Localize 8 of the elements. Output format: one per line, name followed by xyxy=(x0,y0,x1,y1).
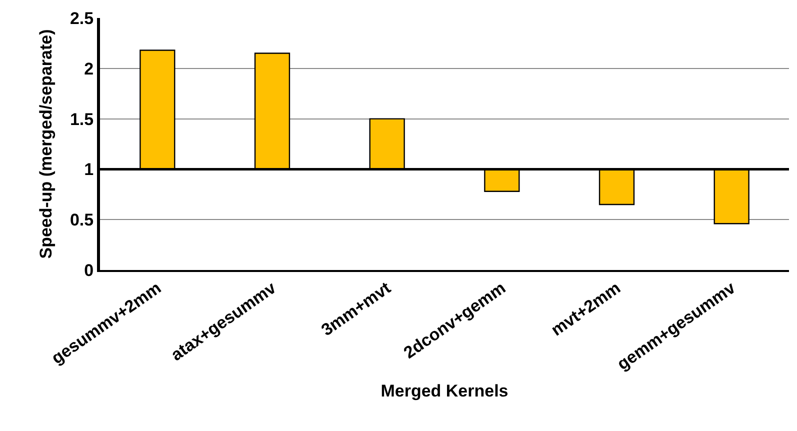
y-tick-label: 2.5 xyxy=(70,8,94,28)
y-tick-label: 1.5 xyxy=(70,110,94,129)
y-tick-label: 2 xyxy=(84,59,94,78)
y-axis-title: Speed-up (merged/separate) xyxy=(36,29,56,259)
x-axis-title: Merged Kernels xyxy=(380,382,508,401)
y-tick-label: 0.5 xyxy=(70,210,94,230)
y-tick-label: 1 xyxy=(84,160,94,180)
y-tick-label: 0 xyxy=(84,260,94,280)
